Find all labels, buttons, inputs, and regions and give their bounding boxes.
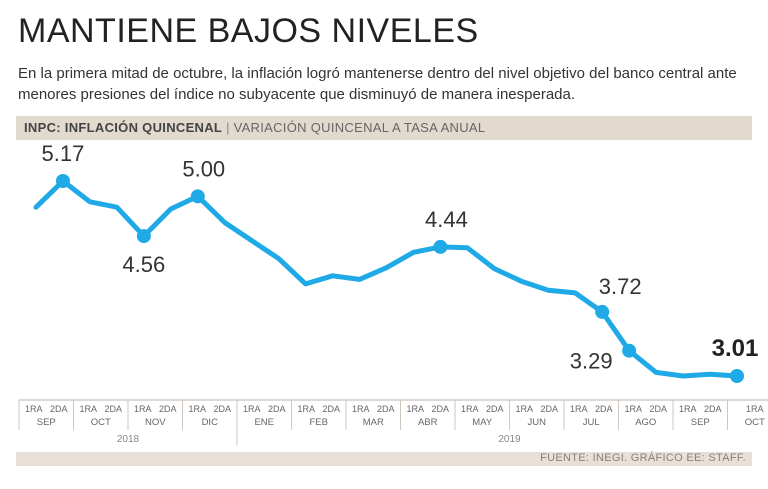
chart-subtitle: En la primera mitad de octubre, la infla… xyxy=(18,65,737,103)
series-label: INPC: INFLACIÓN QUINCENAL | VARIACIÓN QUIN… xyxy=(24,120,485,135)
tick-label-half: 2DA xyxy=(159,404,177,414)
data-marker xyxy=(622,343,637,358)
tick-label-half: 1RA xyxy=(79,404,97,414)
tick-label-month: FEB xyxy=(310,417,328,428)
tick-label-half: 1RA xyxy=(679,404,697,414)
tick-label-half: 2DA xyxy=(541,404,559,414)
tick-label-half: 2DA xyxy=(268,404,286,414)
tick-label-half: 2DA xyxy=(214,404,232,414)
tick-label-half: 2DA xyxy=(377,404,395,414)
tick-label-half: 2DA xyxy=(105,404,123,414)
tick-label-half: 1RA xyxy=(243,404,261,414)
data-label: 3.72 xyxy=(599,274,642,299)
tick-label-half: 1RA xyxy=(515,404,533,414)
tick-label-month: MAR xyxy=(363,417,384,428)
series-unit: VARIACIÓN QUINCENAL A TASA ANUAL xyxy=(233,120,486,135)
tick-label-month: SEP xyxy=(691,417,710,428)
year-label-2018: 2018 xyxy=(117,434,140,445)
data-label: 5.17 xyxy=(42,141,85,166)
tick-label-month: AGO xyxy=(635,417,656,428)
tick-label-half: 1RA xyxy=(570,404,588,414)
tick-label-half: 2DA xyxy=(650,404,668,414)
data-marker xyxy=(595,304,610,319)
data-label: 5.00 xyxy=(182,156,225,181)
tick-label-half: 2DA xyxy=(323,404,341,414)
tick-label-half: 1RA xyxy=(188,404,206,414)
tick-label-month: ENE xyxy=(254,417,274,428)
tick-label-month: ABR xyxy=(418,417,438,428)
tick-label-half: 1RA xyxy=(746,404,764,414)
inflation-series-line xyxy=(33,178,740,379)
tick-label-half: 2DA xyxy=(704,404,722,414)
tick-label-half: 2DA xyxy=(595,404,613,414)
data-marker xyxy=(730,369,744,383)
series-name: INPC: INFLACIÓN QUINCENAL xyxy=(24,120,223,135)
data-label: 3.01 xyxy=(712,335,759,362)
tick-label-month: JUN xyxy=(528,417,547,428)
tick-label-month: JUL xyxy=(583,417,600,428)
tick-label-month: OCT xyxy=(91,417,111,428)
tick-label-month: OCT xyxy=(745,417,765,428)
data-label: 4.44 xyxy=(425,207,468,232)
tick-label-half: 1RA xyxy=(624,404,642,414)
tick-label-month: NOV xyxy=(145,417,166,428)
data-marker xyxy=(433,239,448,254)
tick-label-half: 1RA xyxy=(134,404,152,414)
tick-label-half: 1RA xyxy=(25,404,43,414)
data-marker xyxy=(55,174,70,188)
tick-label-half: 1RA xyxy=(352,404,370,414)
year-label-2019: 2019 xyxy=(498,434,521,445)
data-label: 3.29 xyxy=(570,349,613,374)
data-marker xyxy=(190,189,205,204)
series-separator: | xyxy=(226,120,230,135)
data-label: 4.56 xyxy=(122,252,165,277)
data-marker xyxy=(136,229,151,244)
tick-label-half: 2DA xyxy=(486,404,504,414)
source-note: FUENTE: INEGI. GRÁFICO EE: STAFF. xyxy=(540,452,746,464)
tick-label-half: 2DA xyxy=(50,404,68,414)
tick-label-month: MAY xyxy=(472,417,493,428)
source-band: FUENTE: INEGI. GRÁFICO EE: STAFF. xyxy=(16,452,752,466)
series-label-band: INPC: INFLACIÓN QUINCENAL | VARIACIÓN QUIN… xyxy=(16,116,752,140)
tick-label-month: SEP xyxy=(37,417,56,428)
chart-title: MANTIENE BAJOS NIVELES xyxy=(18,12,479,50)
tick-label-half: 1RA xyxy=(297,404,315,414)
tick-label-month: DIC xyxy=(202,417,219,428)
tick-label-half: 2DA xyxy=(432,404,450,414)
tick-label-half: 1RA xyxy=(406,404,424,414)
tick-label-half: 1RA xyxy=(461,404,479,414)
